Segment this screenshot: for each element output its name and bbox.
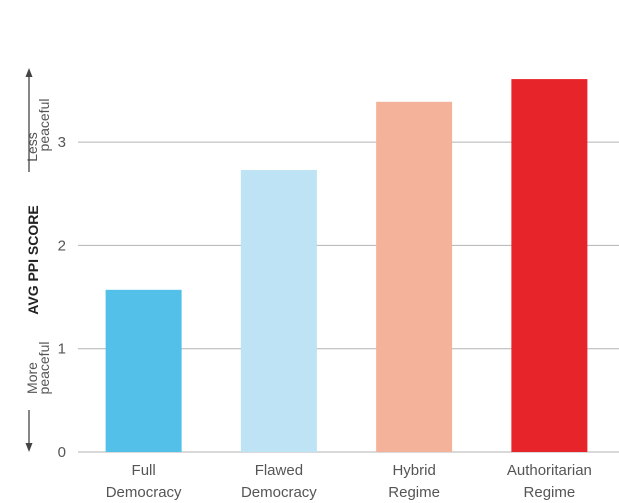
y-tick-label: 0 bbox=[58, 444, 66, 461]
y-bottom-note-line2: peaceful bbox=[36, 342, 52, 395]
y-tick-label: 3 bbox=[58, 134, 66, 151]
y-axis-annotation: AVG PPI SCORE Less peaceful More peacefu… bbox=[24, 68, 52, 452]
category-label: Regime bbox=[524, 484, 576, 501]
category-label: Democracy bbox=[106, 484, 182, 501]
bar-full-democracy bbox=[105, 289, 182, 452]
bar-hybrid-regime bbox=[376, 101, 453, 453]
y-top-note-line2: peaceful bbox=[36, 99, 52, 152]
bar-authoritarian-regime bbox=[511, 79, 588, 452]
y-tick-label: 1 bbox=[58, 341, 66, 358]
category-label: Democracy bbox=[241, 484, 317, 501]
category-label: Authoritarian bbox=[507, 462, 592, 479]
up-arrow-head-icon bbox=[25, 68, 33, 77]
category-label: Hybrid bbox=[392, 462, 435, 479]
y-axis-title: AVG PPI SCORE bbox=[25, 205, 41, 314]
down-arrow-head-icon bbox=[25, 443, 33, 452]
category-labels: Full Democracy Flawed Democracy Hybrid Regime… bbox=[106, 462, 592, 501]
y-tick-label: 2 bbox=[58, 237, 66, 254]
category-label: Regime bbox=[388, 484, 440, 501]
category-label: Full bbox=[132, 462, 156, 479]
y-bottom-note-line1: More bbox=[24, 362, 40, 394]
bars bbox=[105, 79, 588, 453]
bar-flawed-democracy bbox=[240, 169, 317, 452]
y-top-note-line1: Less bbox=[24, 132, 40, 162]
category-label: Flawed bbox=[255, 462, 303, 479]
y-tick-labels: 0 1 2 3 bbox=[58, 134, 66, 461]
